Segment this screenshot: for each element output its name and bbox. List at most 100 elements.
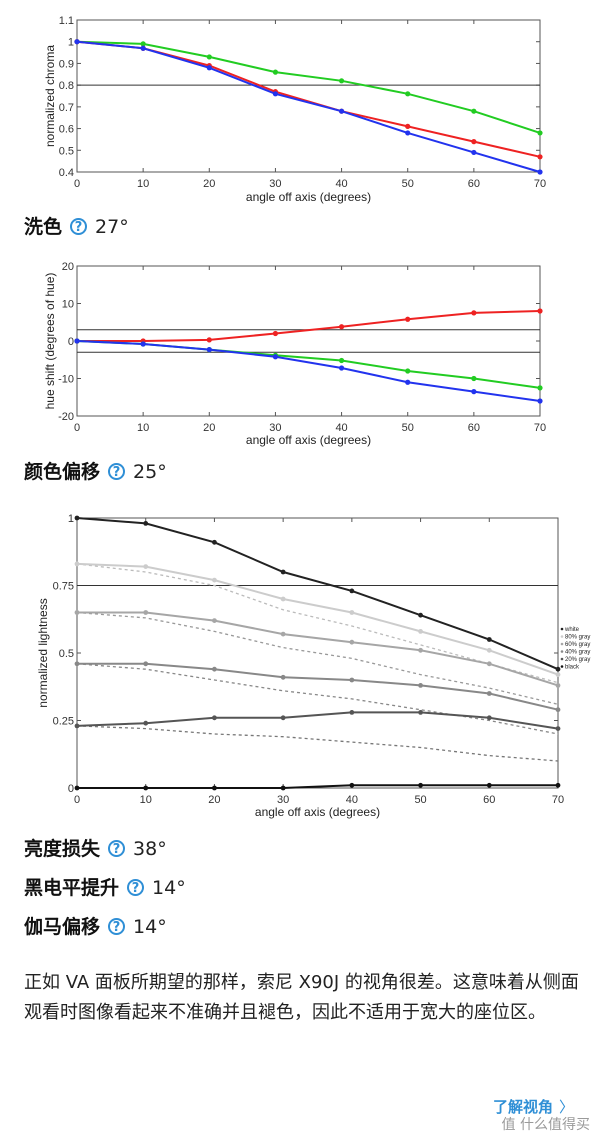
chroma-chart: 0.4 0.5 0.6 0.7 0.8 0.9 1 1.1 0 10 20 30 40 50 60 70 ang…: [0, 6, 600, 206]
data-point: [143, 661, 149, 667]
data-point: [537, 130, 543, 136]
legend-entry: 20% gray: [565, 657, 590, 663]
color-shift-label: 颜色偏移: [24, 461, 101, 483]
series-line: [76, 40, 541, 134]
data-point: [74, 661, 80, 667]
y-tick-label: 0.5: [59, 648, 74, 660]
data-point: [272, 91, 279, 97]
wash-value: 27°: [95, 216, 129, 238]
data-point: [471, 310, 477, 316]
plot-frame: [76, 517, 559, 789]
data-point: [471, 139, 477, 145]
wash-metric: 洗色? 27°: [24, 212, 129, 242]
learn-viewing-angle-link[interactable]: 了解视角〉: [493, 1096, 574, 1117]
data-point: [212, 715, 217, 721]
data-point: [338, 108, 345, 114]
data-point: [272, 69, 279, 75]
gamma-shift-label: 伽马偏移: [24, 916, 101, 938]
legend-marker: [560, 627, 564, 631]
data-point: [405, 316, 411, 322]
x-axis-label: angle off axis (degrees): [246, 433, 371, 447]
y-tick-label: 0.8: [59, 80, 74, 92]
y-tick-label: 1.1: [59, 15, 74, 27]
data-point: [140, 45, 146, 51]
y-tick-label: 10: [62, 299, 74, 311]
legend-entry: black: [565, 665, 580, 671]
data-point: [280, 715, 286, 721]
x-tick-label: 20: [203, 178, 215, 190]
viewing-angle-description: 正如 VA 面板所期望的那样，索尼 X90J 的视角很差。这意味着从侧面观看时图…: [24, 972, 579, 1023]
data-point: [272, 330, 279, 337]
y-tick-label: 0: [68, 783, 74, 795]
data-point: [212, 577, 217, 583]
color-shift-value: 25°: [133, 461, 167, 483]
x-tick-label: 10: [137, 178, 149, 190]
series-line: [76, 517, 559, 671]
data-point: [338, 78, 345, 84]
data-point: [349, 710, 355, 715]
question-circle-icon[interactable]: ?: [108, 840, 126, 857]
plot-frame: [76, 19, 541, 173]
data-point: [537, 398, 543, 404]
data-point: [74, 610, 80, 615]
data-point: [212, 618, 217, 623]
x-tick-label: 30: [269, 422, 281, 434]
data-point: [486, 782, 492, 788]
y-tick-label: 0.4: [59, 167, 74, 179]
data-point: [143, 785, 149, 791]
brightness-loss-value: 38°: [133, 838, 167, 860]
x-tick-label: 0: [74, 794, 80, 806]
x-tick-label: 0: [74, 422, 80, 434]
x-axis-label: angle off axis (degrees): [246, 190, 371, 204]
data-point: [212, 666, 217, 672]
x-tick-label: 70: [534, 422, 546, 434]
x-tick-label: 40: [335, 178, 347, 190]
data-point: [206, 347, 212, 353]
x-tick-label: 40: [346, 794, 358, 806]
x-tick-label: 30: [269, 178, 281, 190]
data-point: [418, 629, 423, 634]
watermark: 值 什么值得买: [501, 1117, 590, 1133]
data-point: [555, 707, 561, 713]
y-axis-label: normalized lightness: [36, 598, 50, 707]
data-point: [349, 610, 355, 615]
data-point: [143, 610, 149, 615]
data-point: [212, 785, 217, 791]
question-circle-icon[interactable]: ?: [127, 879, 145, 896]
chevron-right-icon: 〉: [558, 1098, 574, 1116]
data-point: [418, 612, 423, 618]
x-tick-label: 50: [402, 178, 414, 190]
data-point: [537, 385, 543, 391]
data-point: [140, 41, 146, 47]
data-point: [338, 357, 345, 364]
data-point: [486, 661, 492, 667]
data-point: [418, 782, 423, 788]
data-point: [349, 639, 355, 645]
x-tick-label: 10: [140, 794, 152, 806]
series-line: [77, 611, 559, 687]
x-tick-label: 60: [468, 178, 480, 190]
data-point: [212, 539, 217, 545]
question-circle-icon[interactable]: ?: [70, 218, 88, 235]
hue-shift-chart-svg: -20 -10 0 10 20 0 10 20 30 40 50 60 70 angle off axis…: [43, 261, 546, 447]
data-point: [143, 720, 149, 726]
data-point: [405, 91, 411, 97]
data-point: [206, 54, 212, 60]
x-tick-label: 60: [483, 794, 495, 806]
data-point: [486, 691, 492, 696]
series-line: [76, 562, 559, 676]
x-tick-label: 30: [277, 794, 289, 806]
y-tick-label: 1: [68, 513, 74, 525]
x-tick-label: 60: [468, 422, 480, 434]
black-level-metric: 黑电平提升? 14°: [24, 873, 186, 903]
legend-marker: [560, 650, 564, 653]
legend-marker: [560, 635, 564, 638]
question-circle-icon[interactable]: ?: [108, 463, 126, 480]
data-point: [338, 365, 345, 371]
data-point: [555, 726, 561, 731]
data-point: [555, 683, 561, 688]
y-tick-label: 20: [62, 261, 74, 273]
data-point: [280, 569, 286, 575]
question-circle-icon[interactable]: ?: [108, 918, 126, 935]
